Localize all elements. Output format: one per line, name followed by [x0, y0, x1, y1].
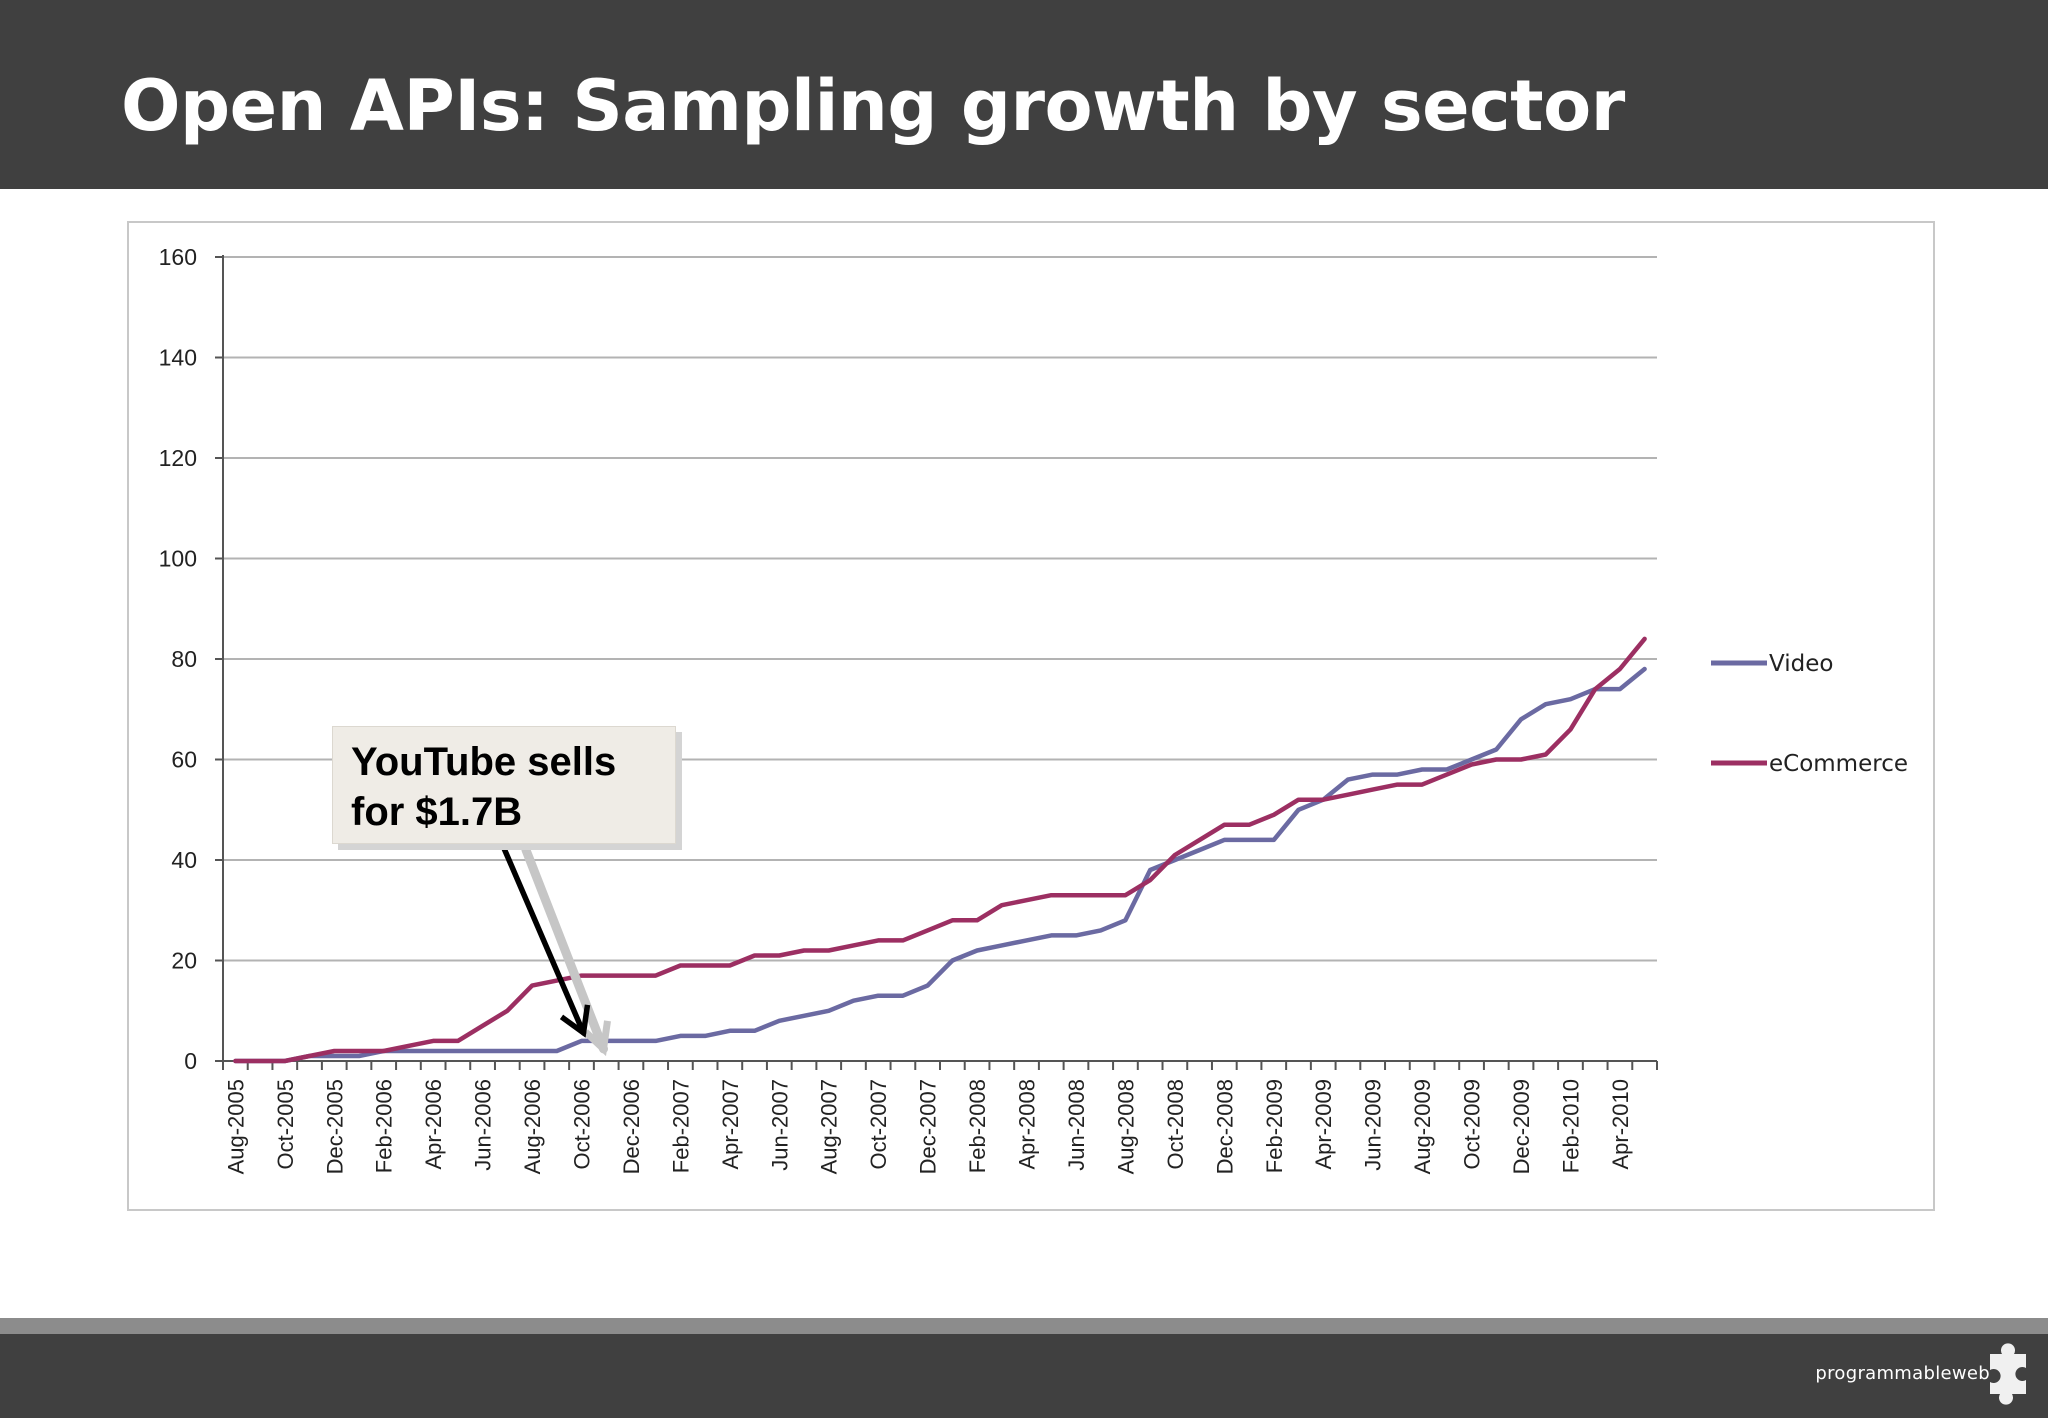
x-tick-label: Jun-2006: [471, 1079, 496, 1171]
x-tick-label: Jun-2009: [1361, 1079, 1386, 1171]
arrow-shaft: [500, 843, 587, 1036]
x-tick-label: Aug-2006: [520, 1079, 545, 1174]
y-tick-label: 140: [159, 345, 197, 371]
x-tick-label: Apr-2009: [1311, 1079, 1336, 1170]
chart-frame: [127, 221, 1935, 1211]
x-tick-labels: Aug-2005 Oct-2005 Dec-2005 Feb-2006 Apr-2006…: [223, 1079, 1633, 1174]
x-tick-label: Dec-2005: [322, 1079, 347, 1174]
x-tick-label: Jun-2007: [767, 1079, 792, 1171]
x-tick-label: Dec-2008: [1212, 1079, 1237, 1174]
y-tick-label: 160: [159, 244, 197, 270]
callout-arrow: [500, 843, 611, 1057]
y-tick-label: 0: [184, 1048, 197, 1074]
x-tick-label: Feb-2006: [372, 1079, 397, 1173]
legend: Video eCommerce: [1711, 651, 1908, 777]
youtube-callout: YouTube sells for $1.7B: [332, 726, 676, 844]
arrow-head: [559, 1004, 591, 1038]
programmableweb-logo: programmableweb: [1815, 1340, 2034, 1406]
x-tick-label: Aug-2009: [1410, 1079, 1435, 1174]
x-tick-label: Oct-2009: [1460, 1079, 1485, 1170]
x-tick-label: Dec-2006: [619, 1079, 644, 1174]
x-tick-label: Oct-2007: [866, 1079, 891, 1170]
y-tick-label: 80: [171, 646, 197, 672]
x-tick-label: Apr-2006: [421, 1079, 446, 1170]
axes: [215, 255, 1658, 1070]
legend-label-ecommerce: eCommerce: [1769, 751, 1908, 777]
y-tick-label: 40: [171, 847, 197, 873]
x-tick-label: Dec-2009: [1509, 1079, 1534, 1174]
y-tick-labels: 0 20 40 60 80 100 120 140 160: [159, 244, 197, 1074]
slide-title: Open APIs: Sampling growth by sector: [121, 65, 1625, 147]
logo-text: programmableweb: [1815, 1362, 1990, 1384]
slide-header: Open APIs: Sampling growth by sector: [0, 0, 2048, 189]
gridlines: [223, 256, 1657, 962]
x-tick-label: Aug-2008: [1113, 1079, 1138, 1174]
series-lines: [233, 636, 1647, 1064]
x-tick-label: Oct-2008: [1163, 1079, 1188, 1170]
arrow-shadow: [521, 845, 608, 1054]
x-tick-label: Oct-2005: [273, 1079, 298, 1170]
x-tick-label: Dec-2007: [916, 1079, 941, 1174]
x-tick-label: Apr-2008: [1015, 1079, 1040, 1170]
x-tick-label: Feb-2009: [1262, 1079, 1287, 1173]
x-tick-label: Aug-2007: [817, 1079, 842, 1174]
slide-footer: programmableweb: [0, 1334, 2048, 1418]
y-tick-label: 60: [171, 747, 197, 773]
y-tick-label: 100: [159, 546, 197, 572]
x-tick-label: Feb-2007: [668, 1079, 693, 1173]
series-line-ecommerce: [233, 636, 1647, 1064]
footer-divider: [0, 1318, 2048, 1334]
x-tick-label: Feb-2010: [1558, 1079, 1583, 1173]
callout-line-1: YouTube sells: [351, 740, 617, 784]
x-tick-label: Apr-2010: [1608, 1079, 1633, 1170]
callout-line-2: for $1.7B: [351, 790, 523, 834]
puzzle-piece-icon: [1990, 1343, 2026, 1405]
x-tick-label: Apr-2007: [718, 1079, 743, 1170]
x-tick-label: Aug-2005: [223, 1079, 248, 1174]
y-tick-label: 120: [159, 445, 197, 471]
x-tick-label: Feb-2008: [965, 1079, 990, 1173]
y-tick-label: 20: [171, 948, 197, 974]
arrow-shadow-head: [583, 1020, 611, 1057]
legend-label-video: Video: [1769, 651, 1833, 677]
series-line-video: [233, 666, 1647, 1064]
x-tick-label: Oct-2006: [570, 1079, 595, 1170]
x-tick-label: Jun-2008: [1064, 1079, 1089, 1171]
